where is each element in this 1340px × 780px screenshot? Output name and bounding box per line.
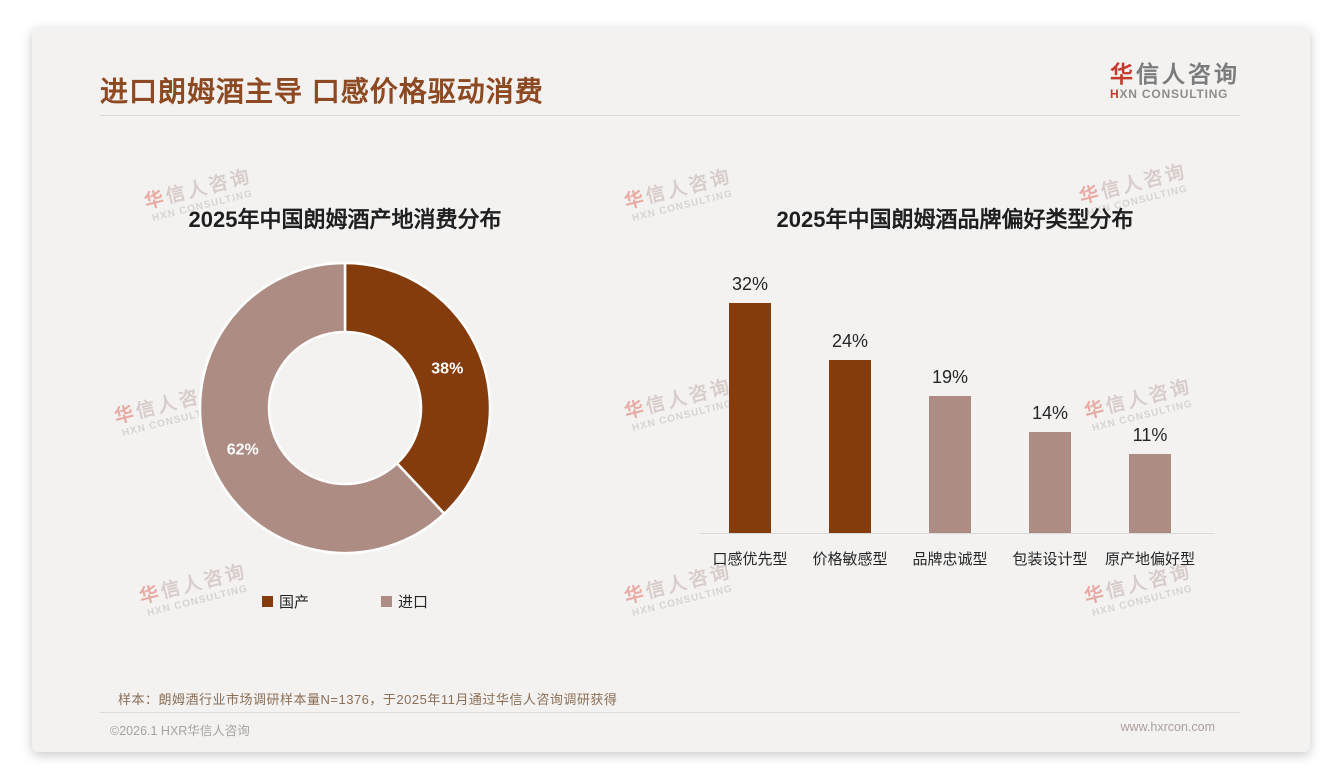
bar-chart-title: 2025年中国朗姆酒品牌偏好类型分布 (776, 207, 1134, 232)
sample-footnote: 样本：朗姆酒行业市场调研样本量N=1376，于2025年11月通过华信人咨询调研… (118, 692, 618, 707)
page-title: 进口朗姆酒主导 口感价格驱动消费 (100, 76, 544, 107)
donut-label-进口: 62% (227, 442, 259, 459)
slide-content: 进口朗姆酒主导 口感价格驱动消费 华信人咨询 HXN CONSULTING 20… (32, 28, 1310, 752)
bar-原产地偏好型 (1129, 453, 1171, 533)
legend-swatch-国产 (261, 595, 273, 607)
bar-包装设计型 (1029, 432, 1071, 533)
donut-chart-title: 2025年中国朗姆酒产地消费分布 (188, 207, 502, 232)
logo-accent-char: 华 (1110, 61, 1136, 87)
logo-english-name: HXN CONSULTING (1110, 87, 1240, 101)
footer-copyright: ©2026.1 HXR华信人咨询 (110, 724, 250, 738)
bar-value-label-包装设计型: 14% (1031, 403, 1069, 424)
bar-category-label-品牌忠诚型: 品牌忠诚型 (912, 551, 988, 568)
logo-cn-rest: 信人咨询 (1136, 61, 1240, 87)
bar-value-label-原产地偏好型: 11% (1132, 424, 1168, 445)
legend-label-国产: 国产 (278, 593, 309, 611)
footer-divider (100, 712, 1240, 713)
logo-chinese-name: 华信人咨询 (1110, 61, 1240, 87)
donut-slice-国产 (343, 261, 492, 516)
donut-chart: 38% 62% (198, 261, 492, 555)
legend-swatch-进口 (381, 595, 392, 607)
donut-legend: 国产 进口 (145, 590, 545, 612)
bar-category-label-价格敏感型: 价格敏感型 (812, 551, 888, 568)
legend-label-进口: 进口 (398, 593, 429, 611)
company-logo: 华信人咨询 HXN CONSULTING (1110, 61, 1240, 101)
logo-en-rest: XN CONSULTING (1119, 87, 1229, 102)
bar-口感优先型 (729, 302, 771, 533)
donut-label-国产: 38% (431, 361, 463, 378)
bar-价格敏感型 (829, 360, 871, 533)
donut-slice-进口 (198, 261, 447, 555)
logo-en-accent-char: H (1110, 87, 1120, 102)
legend-item-进口: 进口 (381, 591, 428, 612)
bar-category-label-原产地偏好型: 原产地偏好型 (1104, 551, 1195, 568)
legend-item-国产: 国产 (261, 591, 309, 612)
footer-website: www.hxrcon.com (1120, 720, 1215, 734)
header-divider (100, 115, 1240, 116)
bar-category-label-包装设计型: 包装设计型 (1012, 551, 1088, 568)
bar-category-label-口感优先型: 口感优先型 (712, 551, 788, 568)
bar-value-label-口感优先型: 32% (731, 273, 769, 294)
bar-value-label-品牌忠诚型: 19% (931, 367, 969, 388)
bar-品牌忠诚型 (929, 396, 971, 533)
bar-chart-axis-line (700, 533, 1215, 534)
bar-value-label-价格敏感型: 24% (831, 331, 869, 352)
slide-card: 华信人咨询 HXN CONSULTING 华信人咨询 HXN CONSULTING 华信… (32, 28, 1310, 752)
